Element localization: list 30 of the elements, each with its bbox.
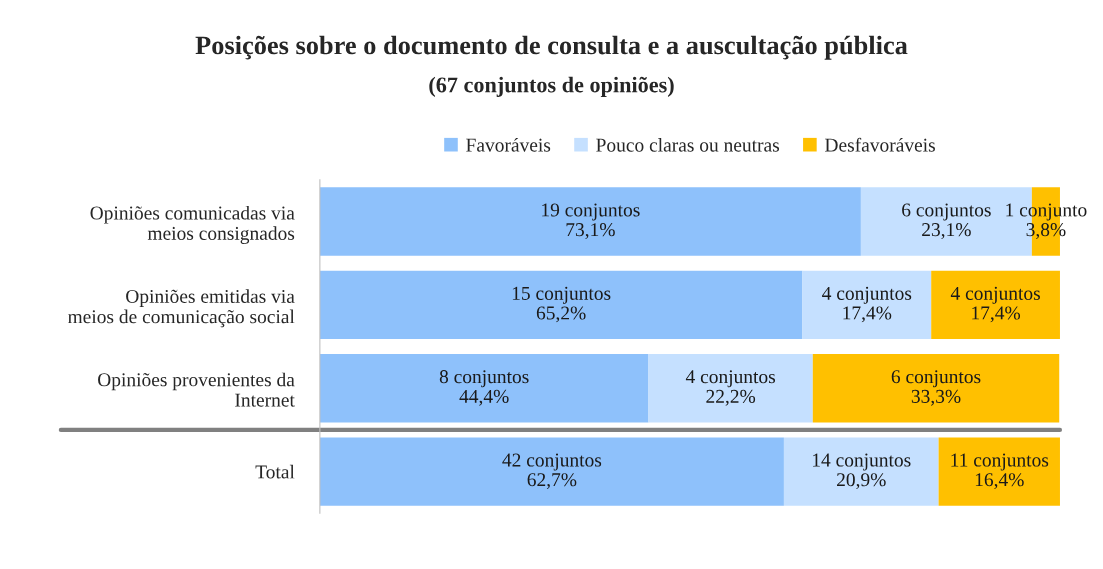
data-label: 6 conjuntos 33,3% bbox=[891, 370, 981, 406]
data-label: 15 conjuntos 65,2% bbox=[512, 286, 611, 323]
legend-label: Favoráveis bbox=[466, 137, 551, 152]
bar bbox=[319, 187, 861, 256]
data-label: 4 conjuntos 22,2% bbox=[685, 370, 776, 406]
bar bbox=[319, 437, 784, 506]
y-tick-label: Opiniões comunicadas via meios consignados bbox=[90, 205, 295, 244]
y-tick-label: Opiniões emitidas via meios de comunicação social bbox=[67, 289, 295, 328]
data-label: 8 conjuntos 44,4% bbox=[439, 370, 529, 406]
bar bbox=[319, 354, 649, 423]
chart-title: Posições sobre o documento de consulta e a auscultação pública bbox=[195, 35, 908, 60]
bar bbox=[319, 270, 803, 340]
bar bbox=[648, 354, 813, 423]
bar bbox=[802, 270, 932, 340]
data-label: 4 conjuntos 17,4% bbox=[822, 286, 912, 323]
data-label: 19 conjuntos 73,1% bbox=[542, 203, 640, 239]
chart-subtitle: (67 conjuntos de opiniões) bbox=[429, 76, 674, 97]
data-label: 11 conjuntos 16,4% bbox=[951, 453, 1049, 490]
y-tick-label: Total bbox=[255, 464, 295, 479]
data-label: 14 conjuntos 20,9% bbox=[813, 453, 911, 490]
bar bbox=[938, 437, 1060, 506]
bar bbox=[783, 437, 939, 506]
data-label: 6 conjuntos 23,1% bbox=[902, 203, 991, 239]
bar bbox=[931, 270, 1060, 340]
data-label: 42 conjuntos 62,7% bbox=[502, 453, 602, 490]
legend-label: Pouco claras ou neutras bbox=[596, 138, 780, 152]
y-tick-label: Opiniões provenientes da Internet bbox=[98, 372, 295, 407]
legend-label: Desfavoráveis bbox=[825, 137, 935, 152]
data-label: 4 conjuntos 17,4% bbox=[950, 286, 1040, 323]
bar bbox=[812, 354, 1060, 423]
